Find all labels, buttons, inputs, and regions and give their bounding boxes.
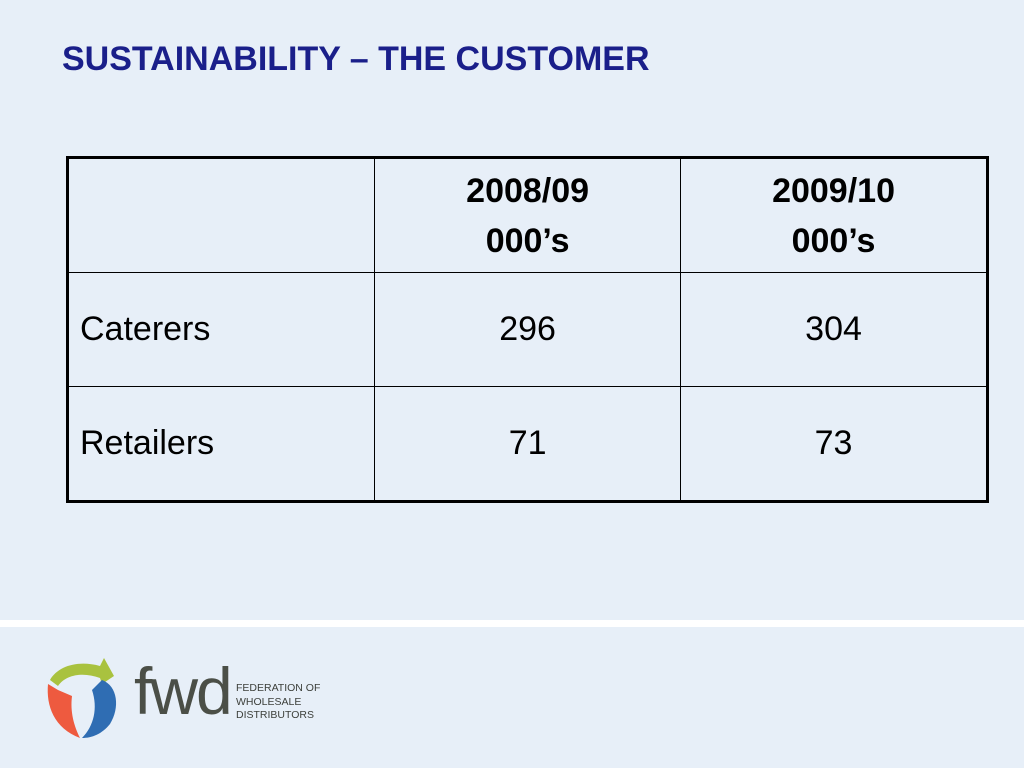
header-period: 2008/09 [466,171,590,210]
logo-subtitle-line: FEDERATION OF [236,682,321,694]
cell-value: 296 [374,272,682,387]
table-header-2009-10: 2009/10 000’s [680,157,988,273]
header-unit: 000’s [791,221,876,260]
row-label: Retailers [66,386,376,502]
table-header-row: 2008/09 000’s 2009/10 000’s [66,157,988,273]
footer [0,627,1024,768]
data-table: 2008/09 000’s 2009/10 000’s Caterers 296… [66,156,989,503]
cell-value: 71 [374,386,682,502]
logo-wordmark: fwd [134,654,233,728]
header-unit: 000’s [485,221,570,260]
logo-subtitle-line: DISTRIBUTORS [236,709,314,721]
table-row-caterers: Caterers 296 304 [66,272,988,387]
row-label: Caterers [66,272,376,387]
logo-subtitle-line: WHOLESALE [236,695,302,708]
fwd-logo: fwd FEDERATION OF WHOLESALE DISTRIBUTORS [44,656,344,746]
slide-main: SUSTAINABILITY – THE CUSTOMER 2008/09 00… [0,0,1024,620]
cell-value: 304 [680,272,988,387]
fwd-logo-mark-icon [47,658,117,738]
cell-value: 73 [680,386,988,502]
logo-subtitle: FEDERATION OF WHOLESALE DISTRIBUTORS [236,682,320,723]
table-row-retailers: Retailers 71 73 [66,386,988,502]
table-header-empty [66,157,376,273]
page-title: SUSTAINABILITY – THE CUSTOMER [62,40,650,78]
table-header-2008-09: 2008/09 000’s [374,157,682,273]
header-period: 2009/10 [772,171,895,210]
